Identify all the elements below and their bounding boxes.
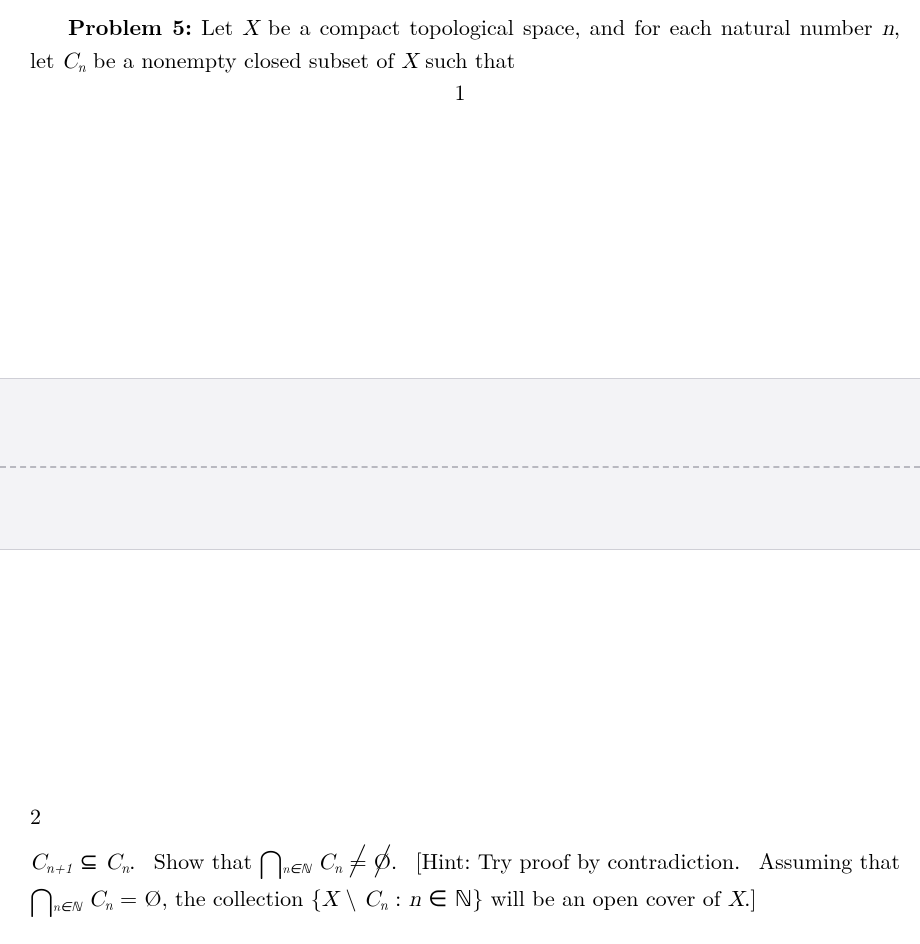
page-number-1: 1 bbox=[0, 76, 920, 107]
page: Problem 5: Let X be a compact topologica… bbox=[0, 0, 920, 944]
problem-statement-bottom: Cn+1 ⊆ Cn. Show that ⋂n∈ℕ Cn = Ø. [Hint:… bbox=[30, 846, 900, 921]
page-number-2: 2 bbox=[30, 800, 41, 831]
bottom-text: Cn+1 ⊆ Cn. Show that ⋂n∈ℕ Cn = Ø. [Hint:… bbox=[30, 845, 900, 913]
problem-label: Problem 5: bbox=[68, 11, 192, 42]
page-split-band bbox=[0, 378, 920, 550]
page-split-dash bbox=[0, 466, 920, 468]
problem-statement-top: Problem 5: Let X be a compact topologica… bbox=[30, 12, 900, 77]
